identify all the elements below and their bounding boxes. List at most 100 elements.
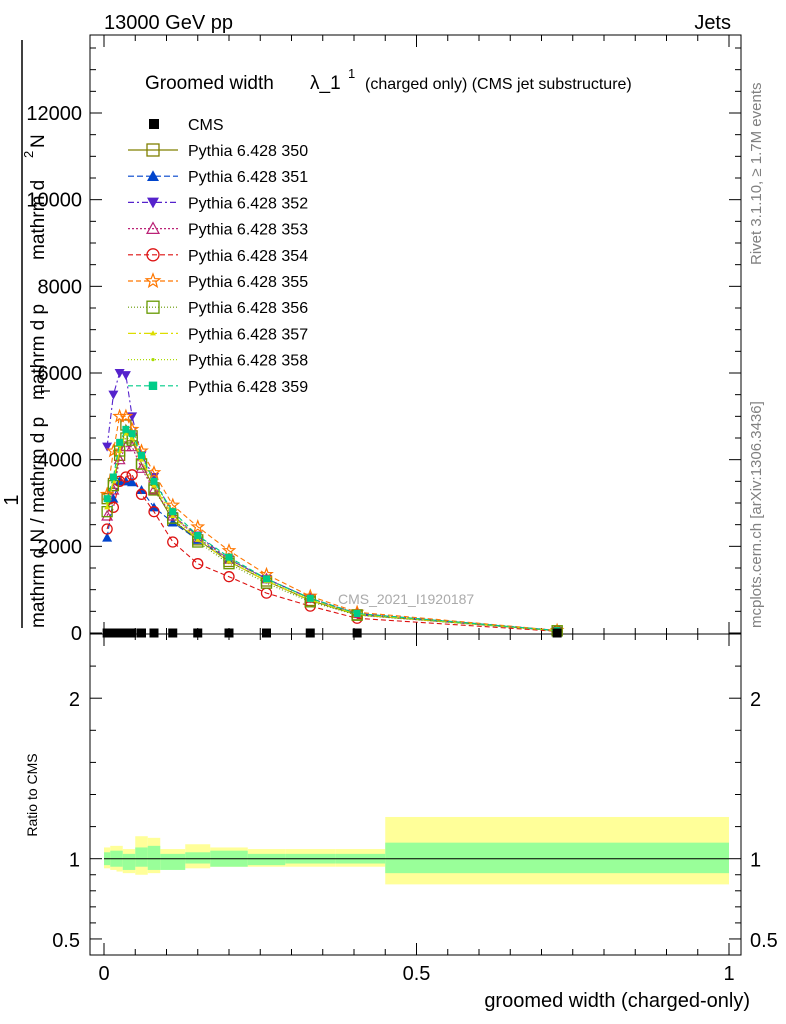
y-tick-label: 4000 bbox=[38, 450, 83, 472]
data-point-marker bbox=[192, 558, 204, 570]
legend-entry-350: Pythia 6.428 350 bbox=[128, 143, 308, 160]
legend-label-358: Pythia 6.428 358 bbox=[188, 353, 308, 370]
data-point-marker bbox=[135, 488, 148, 500]
series-351 bbox=[102, 476, 563, 635]
ratio-band-inner bbox=[147, 845, 161, 870]
ratio-tick-label-left: 2 bbox=[69, 689, 80, 711]
plot-title-lambda: λ_1 bbox=[310, 73, 341, 94]
cms-data-point bbox=[552, 628, 562, 638]
data-point-marker bbox=[147, 170, 159, 181]
data-point-marker bbox=[109, 473, 117, 481]
legend-label-351: Pythia 6.428 351 bbox=[188, 169, 308, 186]
data-point-marker bbox=[122, 425, 130, 433]
legend-label-354: Pythia 6.428 354 bbox=[188, 248, 308, 265]
data-point-marker bbox=[190, 519, 206, 534]
ratio-plot-frame bbox=[89, 633, 742, 956]
data-point-marker bbox=[120, 471, 132, 483]
y-tick-label: 2000 bbox=[38, 536, 83, 558]
ylabel-one: 1 bbox=[1, 494, 23, 505]
ratio-tick-label-left: 1 bbox=[69, 850, 80, 872]
plot-title-sup: 1 bbox=[348, 66, 355, 81]
data-point-marker bbox=[129, 435, 136, 440]
data-point-marker bbox=[146, 143, 160, 157]
cms-data-point bbox=[115, 628, 125, 638]
legend-label-353: Pythia 6.428 353 bbox=[188, 222, 308, 239]
legend-label-350: Pythia 6.428 350 bbox=[188, 143, 308, 160]
legend-entry-352: Pythia 6.428 352 bbox=[128, 195, 308, 212]
legend-entry-355: Pythia 6.428 355 bbox=[128, 272, 308, 291]
x-tick-label: 0.5 bbox=[403, 963, 431, 985]
series-line-356 bbox=[106, 437, 558, 632]
data-point-marker bbox=[102, 532, 113, 542]
data-point-marker bbox=[105, 501, 109, 505]
data-point-marker bbox=[194, 532, 202, 539]
analysis-watermark: CMS_2021_I1920187 bbox=[338, 591, 474, 607]
ratio-y-label: Ratio to CMS bbox=[24, 753, 40, 836]
ratio-tick-label-left: 0.5 bbox=[52, 930, 80, 952]
series-line-354 bbox=[106, 474, 558, 632]
y-tick-label: 10000 bbox=[26, 190, 82, 212]
legend-label-359: Pythia 6.428 359 bbox=[188, 379, 308, 396]
ratio-band-inner bbox=[122, 853, 136, 870]
data-point-marker bbox=[128, 430, 136, 438]
legend-entry-353: Pythia 6.428 353 bbox=[128, 221, 308, 239]
legend-label-cms: CMS bbox=[188, 117, 224, 134]
data-point-marker bbox=[169, 508, 177, 516]
main-axis-ticks: 0 2000 4000 6000 8000 10000 12000 bbox=[26, 47, 741, 645]
ratio-axis-ticks: 0.5 0.5 1 1 2 2 bbox=[52, 665, 778, 952]
x-tick-label: 1 bbox=[723, 963, 734, 985]
series-line-350 bbox=[106, 423, 558, 632]
header-left: 13000 GeV pp bbox=[104, 12, 233, 34]
legend: CMS Pythia 6.428 350 Pythia 6.428 351 Pythi… bbox=[128, 117, 308, 396]
data-point-marker bbox=[226, 558, 232, 564]
legend-entry-357: Pythia 6.428 357 bbox=[128, 326, 308, 343]
data-point-marker bbox=[150, 477, 158, 485]
series-357 bbox=[104, 430, 561, 633]
legend-entry-356: Pythia 6.428 356 bbox=[128, 300, 308, 317]
data-point-marker bbox=[225, 553, 233, 561]
series-line-355 bbox=[106, 415, 558, 631]
legend-marker-cms bbox=[149, 119, 159, 129]
plot-title-rest: (charged only) (CMS jet substructure) bbox=[365, 76, 632, 93]
data-point-marker bbox=[127, 477, 138, 487]
y-tick-label: 6000 bbox=[38, 363, 83, 385]
ratio-band-inner bbox=[135, 847, 148, 867]
series-354 bbox=[101, 469, 563, 637]
data-point-marker bbox=[120, 371, 131, 381]
y-tick-label: 12000 bbox=[26, 103, 82, 125]
ylabel-top-den: mathrm d p bbox=[28, 304, 49, 400]
y-tick-label: 0 bbox=[71, 623, 82, 645]
data-point-marker bbox=[146, 465, 162, 479]
cms-data-point bbox=[193, 628, 203, 638]
data-point-marker bbox=[194, 536, 201, 542]
data-point-marker bbox=[116, 438, 124, 446]
data-point-marker bbox=[122, 430, 129, 436]
cms-data-point bbox=[137, 628, 146, 638]
series-line-353 bbox=[106, 446, 558, 631]
legend-entry-351: Pythia 6.428 351 bbox=[128, 169, 308, 186]
cms-data-point bbox=[102, 628, 112, 638]
data-point-marker bbox=[223, 571, 235, 583]
legend-entry-359: Pythia 6.428 359 bbox=[128, 379, 308, 396]
data-point-marker bbox=[146, 300, 160, 314]
series-359 bbox=[103, 425, 561, 635]
header-right: Jets bbox=[694, 12, 731, 34]
rivet-label: Rivet 3.1.10, ≥ 1.7M events bbox=[748, 83, 765, 266]
data-point-marker bbox=[138, 451, 145, 459]
cms-data-point bbox=[108, 628, 118, 638]
data-point-marker bbox=[353, 610, 361, 617]
cms-data-point bbox=[352, 628, 362, 638]
y-tick-label: 8000 bbox=[38, 276, 83, 298]
x-axis-label: groomed width (charged-only) bbox=[484, 990, 750, 1012]
legend-entry-354: Pythia 6.428 354 bbox=[128, 248, 308, 265]
plot-title: Groomed width λ_1 1 (charged only) (CMS … bbox=[145, 66, 632, 94]
series-line-357 bbox=[106, 432, 558, 632]
ratio-band-inner bbox=[385, 842, 729, 874]
ratio-tick-label-right: 1 bbox=[750, 850, 761, 872]
cms-data-points bbox=[102, 628, 562, 638]
legend-label-355: Pythia 6.428 355 bbox=[188, 274, 308, 291]
ratio-band-inner bbox=[247, 853, 286, 866]
data-point-marker bbox=[151, 482, 157, 488]
ratio-tick-label-right: 2 bbox=[750, 689, 761, 711]
